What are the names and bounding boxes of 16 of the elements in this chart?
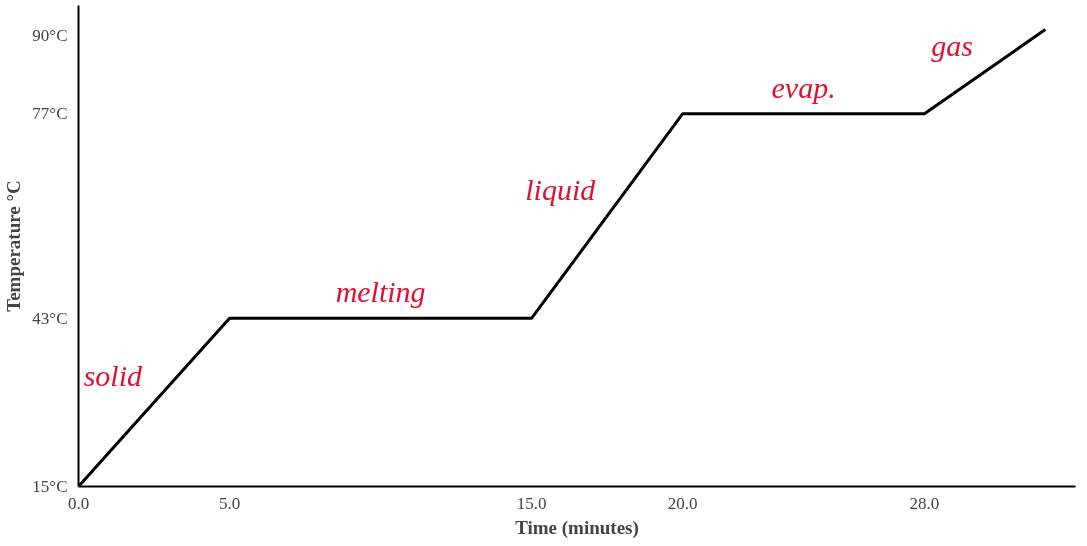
y-tick-label: 90°C (32, 26, 68, 46)
x-tick-label: 0.0 (67, 493, 90, 513)
y-axis-title: Temperature °C (3, 180, 25, 312)
annotation: melting (335, 275, 426, 309)
y-tick-label: 77°C (32, 104, 68, 124)
annotation: evap. (771, 70, 836, 104)
y-tick-label: 43°C (32, 308, 68, 328)
x-tick-label: 5.0 (218, 493, 241, 513)
annotation: solid (83, 359, 144, 393)
x-tick-label: 28.0 (909, 493, 940, 513)
x-tick-label: 20.0 (667, 493, 698, 513)
annotation: liquid (525, 172, 597, 206)
x-axis-title: Time (minutes) (515, 516, 639, 539)
x-tick-label: 15.0 (516, 493, 547, 513)
annotation: gas (931, 28, 973, 62)
y-tick-label: 15°C (32, 477, 68, 496)
